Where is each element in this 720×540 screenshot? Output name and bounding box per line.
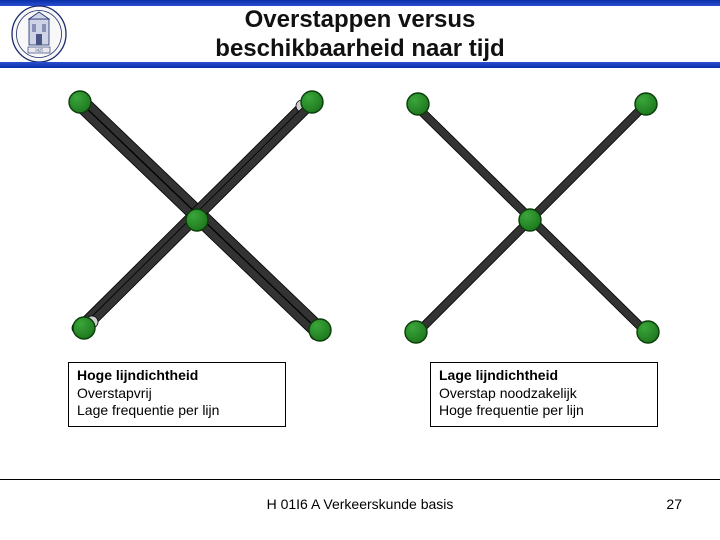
box-right-line1: Overstap noodzakelijk <box>439 385 649 403</box>
page-number: 27 <box>666 496 682 512</box>
network-diagrams <box>0 90 720 350</box>
slide: 1425 Overstappen versus beschikbaarheid … <box>0 0 720 540</box>
info-box-right: Lage lijndichtheid Overstap noodzakelijk… <box>430 362 658 427</box>
diagram-area <box>0 90 720 350</box>
title-line1: Overstappen versus <box>245 6 476 33</box>
slide-title: Overstappen versus beschikbaarheid naar … <box>0 6 720 64</box>
footer-course: H 01I6 A Verkeerskunde basis <box>0 496 720 512</box>
header-bar: 1425 Overstappen versus beschikbaarheid … <box>0 0 720 68</box>
box-right-line2: Hoge frequentie per lijn <box>439 402 649 420</box>
info-box-left: Hoge lijndichtheid Overstapvrij Lage fre… <box>68 362 286 427</box>
box-left-line1: Overstapvrij <box>77 385 277 403</box>
title-line2: beschikbaarheid naar tijd <box>215 35 504 62</box>
footer-rule <box>0 479 720 480</box>
box-left-title: Hoge lijndichtheid <box>77 367 277 385</box>
box-right-title: Lage lijndichtheid <box>439 367 649 385</box>
header-band-bottom <box>0 62 720 68</box>
box-left-line2: Lage frequentie per lijn <box>77 402 277 420</box>
